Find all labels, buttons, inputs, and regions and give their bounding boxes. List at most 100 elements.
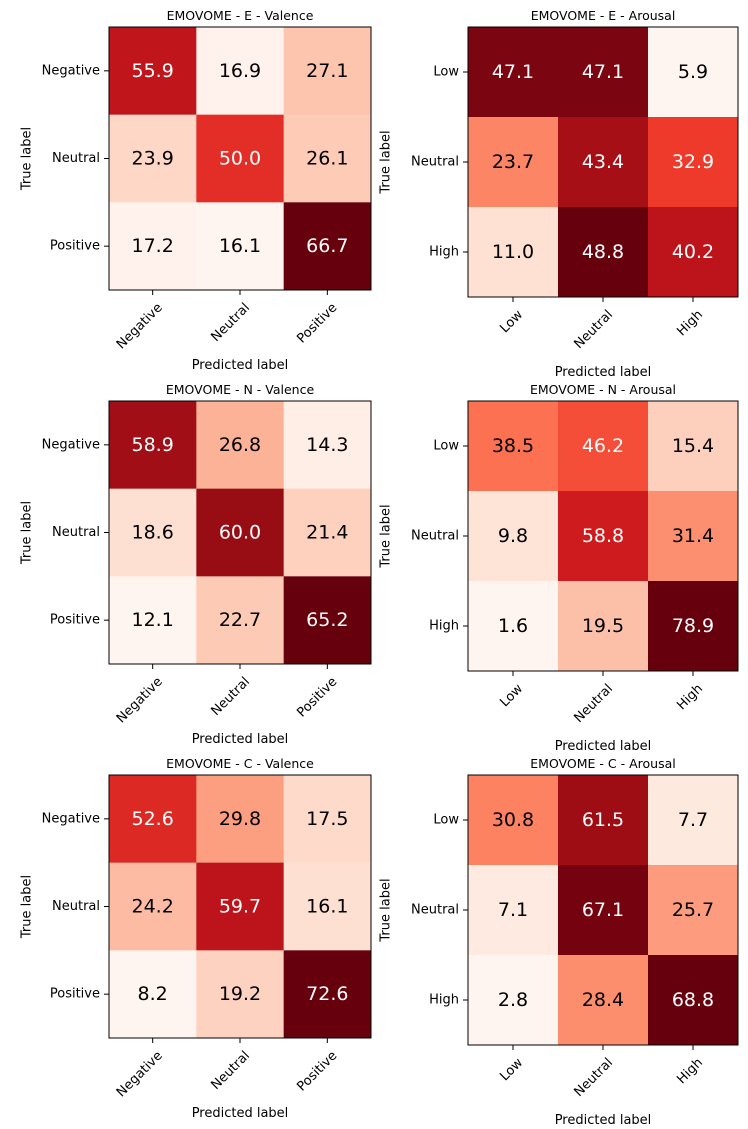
cell-r2-c1 xyxy=(558,207,649,298)
cell-r0-c1 xyxy=(196,401,284,489)
cell-value-label: 29.8 xyxy=(219,808,261,830)
cell-r0-c2 xyxy=(648,775,739,866)
cell-value-label: 23.7 xyxy=(492,151,534,173)
cell-r1-c1 xyxy=(558,117,649,208)
x-tick-label: Neutral xyxy=(572,307,617,352)
y-tick-label: Negative xyxy=(42,437,100,452)
cell-value-label: 59.7 xyxy=(219,896,261,918)
cell-value-label: 58.9 xyxy=(132,434,174,456)
x-tick-label: Negative xyxy=(114,674,166,726)
cell-r2-c1 xyxy=(196,576,284,665)
cell-r1-c2 xyxy=(648,117,739,208)
x-axis-label: Predicted label xyxy=(192,1106,289,1121)
x-tick-label: Negative xyxy=(114,300,166,352)
x-tick-label: Low xyxy=(497,681,526,710)
cell-r0-c0 xyxy=(468,27,559,118)
cell-r2-c2 xyxy=(283,950,372,1039)
cell-value-label: 23.9 xyxy=(132,148,174,170)
cell-r2-c0 xyxy=(109,576,197,665)
cell-value-label: 47.1 xyxy=(492,61,534,83)
cell-value-label: 1.6 xyxy=(498,615,528,637)
cell-r0-c1 xyxy=(558,775,649,866)
y-tick-label: Positive xyxy=(50,239,100,254)
x-tick-label: Low xyxy=(497,1055,526,1084)
y-tick-label: Positive xyxy=(50,987,100,1002)
y-axis-label: True label xyxy=(20,501,35,565)
chart-title: EMOVOME - E - Arousal xyxy=(531,8,676,23)
x-tick-label: High xyxy=(674,307,706,339)
cell-value-label: 11.0 xyxy=(492,241,534,263)
y-tick-label: Negative xyxy=(42,63,100,78)
cell-r2-c0 xyxy=(468,955,559,1046)
x-tick-label: High xyxy=(674,681,706,713)
cell-r0-c1 xyxy=(196,27,284,115)
cell-value-label: 72.6 xyxy=(306,983,348,1005)
cell-r1-c1 xyxy=(196,862,284,951)
cell-value-label: 55.9 xyxy=(132,60,174,82)
cell-value-label: 25.7 xyxy=(672,899,714,921)
cell-r0-c2 xyxy=(283,401,372,489)
y-axis-label: True label xyxy=(20,127,35,191)
cell-r0-c1 xyxy=(196,775,284,863)
cell-value-label: 78.9 xyxy=(672,615,714,637)
y-tick-label: High xyxy=(429,993,459,1008)
cell-value-label: 50.0 xyxy=(219,148,261,170)
cell-r2-c2 xyxy=(283,576,372,665)
x-tick-label: Positive xyxy=(294,300,340,346)
cell-r0-c0 xyxy=(109,775,197,863)
y-tick-label: Neutral xyxy=(411,529,459,544)
cell-value-label: 38.5 xyxy=(492,435,534,457)
x-tick-label: Neutral xyxy=(209,1048,254,1093)
cell-r2-c2 xyxy=(648,955,739,1046)
chart-title: EMOVOME - E - Valence xyxy=(167,8,314,23)
x-axis-label: Predicted label xyxy=(192,732,289,747)
cell-r2-c1 xyxy=(196,950,284,1039)
y-tick-label: Low xyxy=(433,439,459,454)
cell-value-label: 47.1 xyxy=(582,61,624,83)
cell-r2-c0 xyxy=(468,207,559,298)
cell-value-label: 30.8 xyxy=(492,809,534,831)
cell-value-label: 14.3 xyxy=(306,434,348,456)
cell-r0-c2 xyxy=(648,27,739,118)
chart-title: EMOVOME - N - Arousal xyxy=(530,382,676,397)
cell-r0-c1 xyxy=(558,27,649,118)
cell-r0-c2 xyxy=(283,775,372,863)
cell-r1-c2 xyxy=(283,114,372,203)
cell-r2-c0 xyxy=(109,202,197,291)
cell-r0-c0 xyxy=(468,401,559,492)
cell-value-label: 26.8 xyxy=(219,434,261,456)
cell-value-label: 28.4 xyxy=(582,989,624,1011)
cell-r1-c0 xyxy=(109,488,197,577)
cell-value-label: 58.8 xyxy=(582,525,624,547)
cell-r2-c2 xyxy=(283,202,372,291)
confusion-matrix-2: 47.1 47.1 5.9 23.7 43.4 32.9 11.0 48.8 40.2 EMOVO… xyxy=(379,8,739,380)
y-tick-label: Neutral xyxy=(411,903,459,918)
confusion-matrix-4: 38.5 46.2 15.4 9.8 58.8 31.4 1.6 19.5 78.9 EMOVOM… xyxy=(379,382,739,754)
cell-value-label: 65.2 xyxy=(306,609,348,631)
y-axis-label: True label xyxy=(379,878,394,942)
y-tick-label: Negative xyxy=(42,811,100,826)
cell-r2-c1 xyxy=(558,955,649,1046)
y-axis-label: True label xyxy=(20,875,35,939)
chart-title: EMOVOME - C - Valence xyxy=(166,756,314,771)
cell-value-label: 66.7 xyxy=(306,235,348,257)
y-tick-label: High xyxy=(429,619,459,634)
cell-value-label: 40.2 xyxy=(672,241,714,263)
y-tick-label: Neutral xyxy=(52,899,100,914)
cell-r1-c0 xyxy=(468,117,559,208)
cell-value-label: 61.5 xyxy=(582,809,624,831)
cell-r1-c0 xyxy=(468,491,559,582)
x-axis-label: Predicted label xyxy=(555,1113,652,1128)
y-tick-label: Neutral xyxy=(411,155,459,170)
cell-value-label: 16.1 xyxy=(219,235,261,257)
y-axis-label: True label xyxy=(379,504,394,568)
x-tick-label: Positive xyxy=(294,674,340,720)
cell-value-label: 52.6 xyxy=(132,808,174,830)
cell-r0-c2 xyxy=(648,401,739,492)
cell-value-label: 19.2 xyxy=(219,983,261,1005)
cell-r1-c2 xyxy=(648,491,739,582)
cell-value-label: 15.4 xyxy=(672,435,714,457)
cell-value-label: 43.4 xyxy=(582,151,624,173)
x-tick-label: Neutral xyxy=(572,681,617,726)
